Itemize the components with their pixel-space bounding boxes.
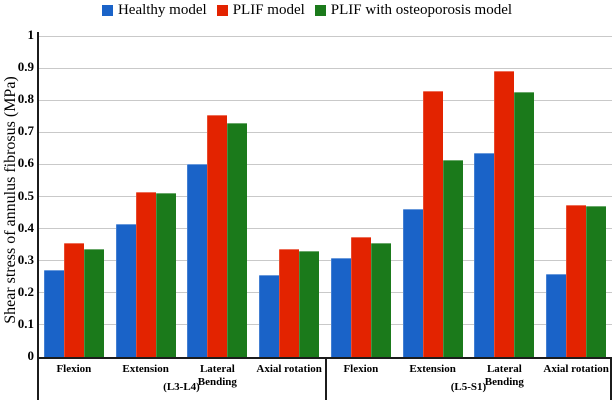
gridline [38,131,612,133]
plot-area [38,35,612,357]
bar [566,204,587,357]
gridline [38,99,612,101]
category-label: Lateral Bending [197,363,237,388]
category-label: Flexion [343,363,379,375]
chart-legend: Healthy model PLIF model PLIF with osteopo… [0,1,614,19]
x-axis-category-labels: Flexion Extension Lateral Bending Axial rot… [38,363,612,389]
legend-color-swatch [216,4,228,16]
legend-color-swatch [101,4,113,16]
y-tick-label: 0.1 [17,315,34,331]
bar [442,159,463,357]
category-label: Extension [122,363,169,375]
bar [115,223,136,357]
category-label: Axial rotation [256,363,322,375]
bar [279,249,300,357]
gridline [38,196,612,197]
y-tick-label: 1 [27,27,35,42]
y-tick-label: 0.2 [17,283,34,299]
category-slot [469,36,541,357]
y-tick-label: 0.6 [17,155,34,171]
bar [402,209,423,357]
gridline [38,324,612,326]
bar [135,191,156,357]
bar [227,122,248,357]
bar-group [325,36,612,357]
x-axis-group-labels: (L3-L4) (L5-S1) [38,381,612,394]
legend-label: PLIF model [232,1,305,18]
group-label: (L5-S1) [450,381,487,393]
legend-label: Healthy model [117,1,207,18]
gridline [38,292,612,294]
bar [586,206,607,357]
group-label: (L3-L4) [163,381,200,393]
bar [63,243,84,357]
category-slot [110,36,182,357]
category-label: Flexion [56,363,92,375]
bar [474,153,495,357]
category-label: Lateral Bending [484,363,524,388]
bar [43,270,64,357]
y-tick-label: 0.7 [17,123,34,139]
gridline [38,35,612,37]
y-tick-label: 0.3 [17,251,34,267]
category-slot [397,36,469,357]
category-slot [325,36,397,357]
bar [514,92,535,357]
category-slot [38,36,110,357]
x-axis-line [37,357,612,359]
right-bracket-line [610,357,612,400]
bar [370,243,391,357]
bar [422,90,443,357]
legend-item: PLIF with osteoporosis model [314,1,513,18]
bar [187,164,208,357]
gridline [38,228,612,230]
bar [155,193,176,357]
bar [259,275,280,357]
bar-group [38,36,325,357]
category-label: Axial rotation [543,363,609,375]
category-slot [540,36,612,357]
group-divider-line [325,357,327,400]
gridline [38,67,612,69]
gridline [38,163,612,165]
legend-label: PLIF with osteoporosis model [330,1,513,18]
bar [494,71,515,357]
y-axis-line [37,32,39,400]
gridline [38,260,612,262]
bars-layer [38,36,612,357]
category-slot [253,36,325,357]
y-tick-label: 0.4 [17,219,34,235]
legend-item: PLIF model [216,1,305,18]
bar [330,257,351,357]
y-axis-tick-labels: 0 0.1 0.2 0.3 0.4 0.5 0.6 0.7 0.8 0.9 1 [0,28,34,363]
legend-item: Healthy model [101,1,207,18]
category-label-group: Flexion Extension Lateral Bending Axial rot… [38,363,325,389]
y-tick-label: 0.5 [17,187,34,203]
category-label-group: Flexion Extension Lateral Bending Axial rot… [325,363,612,389]
category-label: Extension [409,363,456,375]
y-tick-label: 0.8 [17,91,34,107]
bar [299,251,320,357]
y-tick-label: 0.9 [17,59,34,75]
bar [207,114,228,357]
category-slot [182,36,254,357]
bar [83,249,104,357]
bar [546,273,567,357]
y-tick-label: 0 [27,348,35,363]
bar [350,236,371,357]
legend-color-swatch [314,4,326,16]
